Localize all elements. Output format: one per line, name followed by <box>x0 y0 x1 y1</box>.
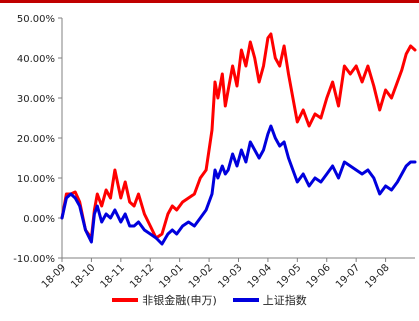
x-tick-label: 19-07 <box>334 262 362 290</box>
y-tick-label: 10.00% <box>17 174 55 185</box>
x-tick-label: 19-05 <box>275 262 303 290</box>
chart-axes <box>58 17 415 262</box>
legend-item-series-2: 上证指数 <box>232 292 307 308</box>
x-tick-label: 19-06 <box>305 262 333 290</box>
series-line-2 <box>60 124 417 246</box>
y-tick-label: 40.00% <box>17 54 55 65</box>
legend-swatch-series-2 <box>232 298 259 302</box>
y-tick-label: 50.00% <box>17 14 55 25</box>
y-tick-label: 20.00% <box>17 134 55 145</box>
y-tick-label: 30.00% <box>17 94 55 105</box>
x-tick-label: 18-09 <box>40 262 68 290</box>
series-lines <box>60 32 417 246</box>
y-tick-labels: -10.00% 0.00% 10.00% 20.00% 30.00% 40.00% 50.0… <box>13 14 55 265</box>
line-chart: -10.00% 0.00% 10.00% 20.00% 30.00% 40.00% 50.0… <box>13 14 417 291</box>
x-tick-label: 19-08 <box>363 262 391 290</box>
x-tick-labels: 18-09 18-10 18-11 18-12 19-01 19-02 19-03 19-04… <box>40 262 392 290</box>
legend-item-series-1: 非银金融(申万) <box>112 292 217 308</box>
x-tick-label: 19-01 <box>157 262 185 290</box>
x-tick-label: 19-04 <box>246 262 274 290</box>
x-tick-label: 19-02 <box>187 262 215 290</box>
series-line-1 <box>60 32 417 240</box>
x-tick-label: 19-03 <box>216 262 244 290</box>
y-tick-label: 0.00% <box>23 214 55 225</box>
x-tick-label: 18-12 <box>128 262 156 290</box>
chart-legend: 非银金融(申万) 上证指数 <box>0 292 419 308</box>
legend-swatch-series-1 <box>112 298 139 302</box>
y-tick-label: -10.00% <box>13 254 55 265</box>
x-tick-label: 18-10 <box>69 262 97 290</box>
x-tick-label: 18-11 <box>99 262 127 290</box>
legend-label-series-1: 非银金融(申万) <box>142 294 217 307</box>
legend-label-series-2: 上证指数 <box>262 294 307 307</box>
top-rule <box>0 0 419 3</box>
